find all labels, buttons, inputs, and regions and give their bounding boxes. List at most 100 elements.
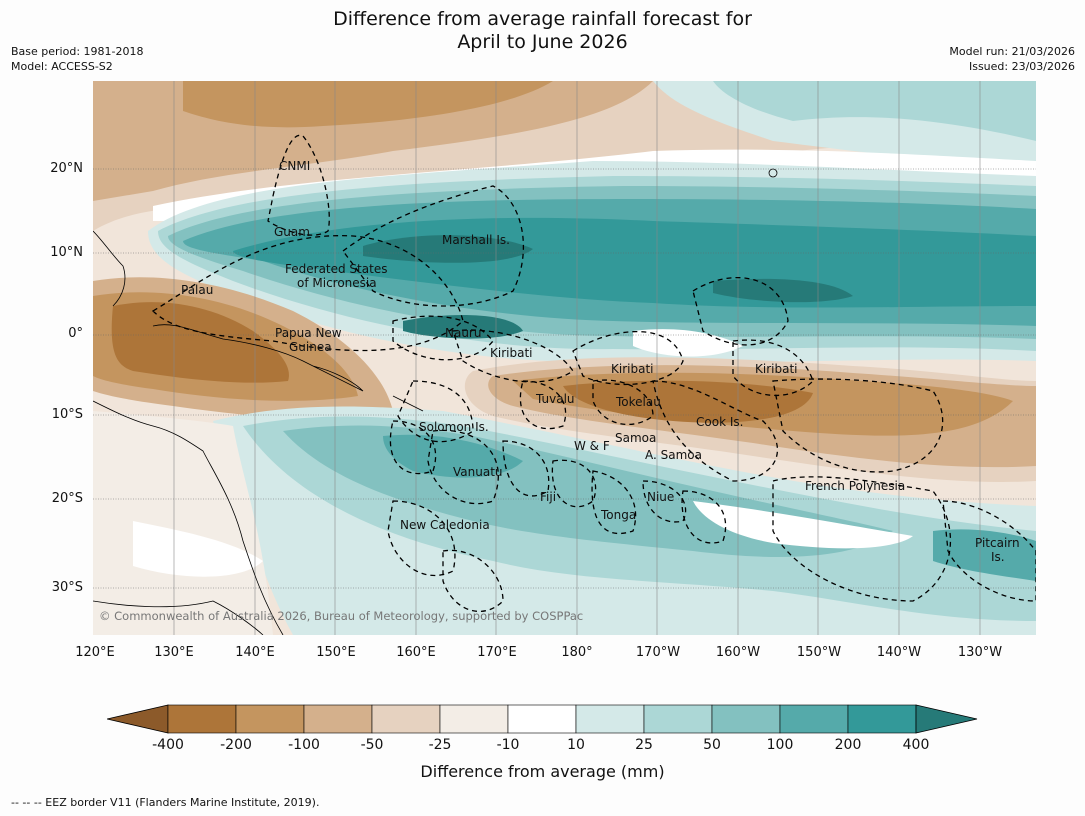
- ne-teal: [713, 81, 1036, 141]
- label-marshall-is: Marshall Is.: [442, 233, 510, 247]
- copyright-notice: © Commonwealth of Australia 2026, Bureau…: [99, 609, 584, 623]
- base-period: Base period: 1981-2018: [11, 45, 144, 58]
- colorbar-tick-label: -100: [288, 737, 320, 753]
- eez-borders: [151, 134, 1036, 612]
- itcz-peak-1: [363, 235, 533, 263]
- colorbar-segment: [711, 704, 781, 734]
- australia-pale: [93, 411, 273, 635]
- label-cnmi: CNMI: [279, 159, 310, 173]
- colorbar-tick-label: 10: [567, 737, 585, 753]
- solomon-coast: [392, 395, 424, 412]
- lat-label: 20°S: [51, 491, 83, 506]
- colorbar-tick-label: 100: [766, 737, 794, 753]
- label-nauru: Nauru: [445, 326, 481, 340]
- label-kiribati-west: Kiribati: [490, 346, 532, 360]
- colorbar-segment: [575, 704, 645, 734]
- title-line-2: April to June 2026: [457, 31, 628, 53]
- colorbar-tick-label: 400: [902, 737, 930, 753]
- coastlines: [93, 168, 778, 635]
- colorbar-segment: [303, 704, 373, 734]
- colorbar-segment: [643, 704, 713, 734]
- lat-label: 10°N: [50, 245, 83, 260]
- lon-label: 150°E: [316, 645, 356, 660]
- lon-label: 160°E: [396, 645, 436, 660]
- colorbar-tick-label: -50: [360, 737, 384, 753]
- colorbar-arrow-low: [107, 704, 169, 734]
- north-mid-brown: [183, 81, 553, 128]
- spcz-dark-brown: [563, 380, 813, 423]
- lat-label: 20°N: [50, 161, 83, 176]
- colorbar-tick-label: 50: [703, 737, 721, 753]
- lon-label: 120°E: [75, 645, 115, 660]
- graticule: [93, 168, 1036, 589]
- lat-label: 10°S: [51, 407, 83, 422]
- colorbar-title: Difference from average (mm): [420, 762, 665, 781]
- label-png-line2: Guinea: [289, 340, 332, 354]
- colorbar-tick-label: -200: [220, 737, 252, 753]
- se-white: [693, 501, 913, 549]
- label-french-polynesia: French Polynesia: [805, 479, 905, 493]
- label-png-line1: Papua New: [275, 326, 342, 340]
- rainfall-map: CNMI Guam Marshall Is. Federated States …: [93, 81, 1036, 635]
- lon-label: 170°E: [477, 645, 517, 660]
- label-pitcairn-line2: Is.: [991, 550, 1005, 564]
- model-run: Model run: 21/03/2026: [949, 45, 1075, 58]
- lon-label: 140°W: [876, 645, 922, 660]
- label-tonga: Tonga: [600, 508, 636, 522]
- colorbar-tick-label: 200: [834, 737, 862, 753]
- label-guam: Guam: [274, 225, 310, 239]
- colorbar-tick-label: 25: [635, 737, 653, 753]
- hawaii: [768, 168, 778, 178]
- lon-label: 180°: [561, 645, 593, 660]
- label-kiribati-central: Kiribati: [611, 362, 653, 376]
- itcz-peak-2: [403, 315, 523, 339]
- colorbar-segment: [847, 704, 917, 734]
- colorbar-tick-label: -10: [496, 737, 520, 753]
- new-guinea-coast: [152, 324, 364, 392]
- colorbar-segment: [779, 704, 849, 734]
- label-niue: Niue: [647, 490, 674, 504]
- label-wallis-futuna: W & F: [574, 439, 610, 453]
- pitcairn-teal: [933, 529, 1036, 581]
- colorbar: [107, 704, 978, 734]
- png-dark-brown: [111, 302, 289, 383]
- colorbar-segment: [167, 704, 237, 734]
- title-line-1: Difference from average rainfall forecas…: [333, 8, 752, 30]
- label-kiribati-east: Kiribati: [755, 362, 797, 376]
- colorbar-segment: [439, 704, 509, 734]
- label-cook-is: Cook Is.: [696, 415, 743, 429]
- colorbar-tick-label: -25: [428, 737, 452, 753]
- model-name: Model: ACCESS-S2: [11, 60, 113, 73]
- colorbar-segment: [371, 704, 441, 734]
- meridians: [173, 81, 981, 635]
- colorbar-arrow-high: [915, 704, 978, 734]
- eez-footnote: -- -- -- EEZ border V11 (Flanders Marine…: [11, 796, 320, 809]
- label-pitcairn-line1: Pitcairn: [975, 536, 1020, 550]
- lat-label: 30°S: [51, 580, 83, 595]
- colorbar-segment: [235, 704, 305, 734]
- south-australia-coast: [93, 600, 264, 635]
- label-samoa: Samoa: [615, 431, 656, 445]
- label-tokelau: Tokelau: [615, 395, 661, 409]
- philippines-coast: [93, 230, 126, 307]
- label-palau: Palau: [181, 283, 213, 297]
- australia-coast: [93, 400, 284, 635]
- label-tuvalu: Tuvalu: [535, 392, 575, 406]
- map-svg: CNMI Guam Marshall Is. Federated States …: [93, 81, 1036, 635]
- colorbar-tick-label: -400: [152, 737, 184, 753]
- label-new-caledonia: New Caledonia: [400, 518, 490, 532]
- lon-label: 140°E: [235, 645, 275, 660]
- lon-label: 130°E: [154, 645, 194, 660]
- issued-date: Issued: 23/03/2026: [968, 60, 1075, 73]
- label-solomon-is: Solomon Is.: [419, 420, 489, 434]
- lon-label: 170°W: [635, 645, 681, 660]
- label-fsm-line2: of Micronesia: [297, 276, 377, 290]
- label-fiji: Fiji: [540, 490, 556, 504]
- lon-label: 160°W: [715, 645, 761, 660]
- lon-label: 150°W: [796, 645, 842, 660]
- sw-white: [133, 521, 263, 577]
- colorbar-segment: [507, 704, 577, 734]
- label-fsm-line1: Federated States: [285, 262, 387, 276]
- lon-label: 130°W: [957, 645, 1003, 660]
- lat-label: 0°: [68, 326, 83, 341]
